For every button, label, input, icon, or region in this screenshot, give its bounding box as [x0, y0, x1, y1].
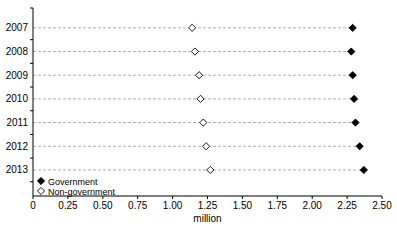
- x-tick-label: 2.00: [302, 200, 322, 211]
- legend-marker: [37, 177, 44, 184]
- x-tick: [347, 196, 348, 199]
- dot: [349, 72, 356, 79]
- legend-marker: [37, 187, 44, 194]
- y-tick-label: 2011: [6, 117, 28, 128]
- grid-line: [33, 146, 360, 147]
- dot: [200, 119, 207, 126]
- y-tick-label: 2009: [6, 70, 29, 81]
- x-axis-label: million: [193, 213, 221, 224]
- x-tick: [207, 196, 208, 199]
- x-tick-label: 1.50: [233, 200, 253, 211]
- x-tick-label: 1.00: [163, 200, 183, 211]
- x-tick-label: 1.75: [268, 200, 288, 211]
- y-tick-label: 2008: [6, 46, 29, 57]
- grid-line: [33, 169, 364, 170]
- grid-line: [33, 75, 353, 76]
- dot: [348, 48, 355, 55]
- x-tick: [277, 196, 278, 199]
- grid-line: [33, 98, 354, 99]
- y-tick: [30, 87, 33, 88]
- dot: [203, 143, 210, 150]
- dot: [360, 166, 367, 173]
- legend-label: Government: [48, 177, 98, 187]
- x-tick: [33, 196, 34, 199]
- y-tick: [30, 158, 33, 159]
- dot: [207, 166, 214, 173]
- x-tick: [137, 196, 138, 199]
- x-tick-label: 2.25: [337, 200, 357, 211]
- y-tick-label: 2012: [6, 141, 29, 152]
- dot: [349, 24, 356, 31]
- y-axis: [33, 8, 34, 196]
- x-tick: [172, 196, 173, 199]
- x-tick: [242, 196, 243, 199]
- y-tick: [30, 181, 33, 182]
- x-tick-label: 0.50: [93, 200, 113, 211]
- dot: [197, 95, 204, 102]
- legend-label: Non-government: [48, 187, 116, 197]
- x-tick-label: 0.75: [128, 200, 148, 211]
- dot: [356, 143, 363, 150]
- y-tick-label: 2010: [6, 93, 29, 104]
- y-tick-label: 2007: [6, 22, 29, 33]
- x-tick-label: 1.25: [198, 200, 218, 211]
- x-tick-label: 2.50: [372, 200, 392, 211]
- x-tick: [382, 196, 383, 199]
- marks: [189, 24, 368, 173]
- y-tick: [30, 63, 33, 64]
- y-tick: [30, 39, 33, 40]
- y-tick: [30, 110, 33, 111]
- dot: [189, 24, 196, 31]
- x-tick: [312, 196, 313, 199]
- grid-line: [33, 122, 355, 123]
- chart: 2007 2008 2009 2010 2011 2012 2013 0 0.25 0.50 0.7…: [0, 0, 397, 227]
- y-tick-end: [30, 8, 33, 9]
- dot: [191, 48, 198, 55]
- y-tick-label: 2013: [6, 164, 29, 175]
- x-tick-label: 0: [30, 200, 36, 211]
- dot: [196, 72, 203, 79]
- dot: [350, 95, 357, 102]
- x-tick-label: 0.25: [58, 200, 78, 211]
- dot: [352, 119, 359, 126]
- y-tick: [30, 134, 33, 135]
